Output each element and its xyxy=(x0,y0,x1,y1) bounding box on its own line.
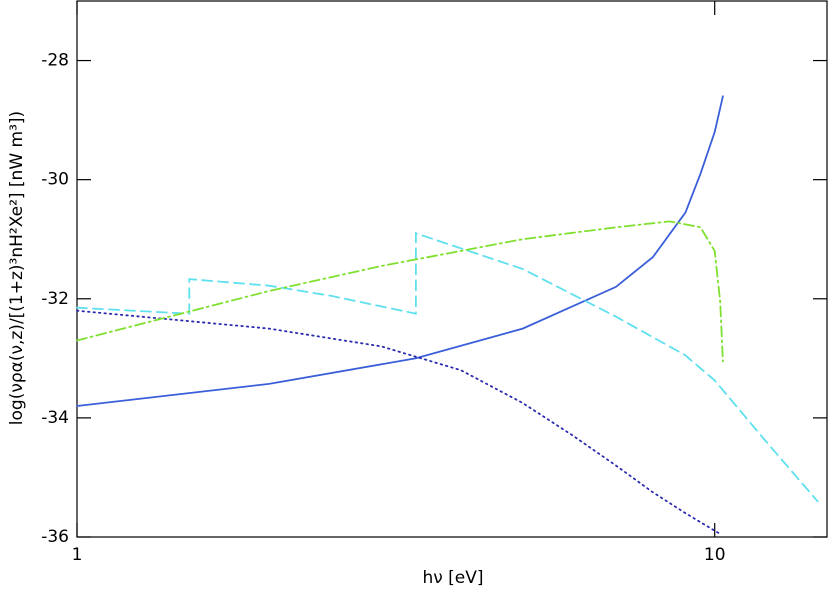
series-line xyxy=(76,220,724,363)
y-tick-label: -28 xyxy=(41,51,69,71)
y-tick-label: -36 xyxy=(41,527,69,547)
y-tick-label: -34 xyxy=(41,408,69,428)
series-line xyxy=(76,95,724,407)
series-line xyxy=(76,309,722,535)
series-line xyxy=(76,232,819,503)
y-axis-label: log(νρα(ν,z)/[(1+z)³nH²Xe²] [nW m³]) xyxy=(7,111,27,425)
plot-frame xyxy=(76,0,828,538)
x-axis-label: hν [eV] xyxy=(422,568,483,588)
x-tick-label: 10 xyxy=(704,545,726,565)
y-tick-label: -30 xyxy=(41,170,69,190)
y-tick-label: -32 xyxy=(41,289,69,309)
x-tick-label: 1 xyxy=(72,545,83,565)
